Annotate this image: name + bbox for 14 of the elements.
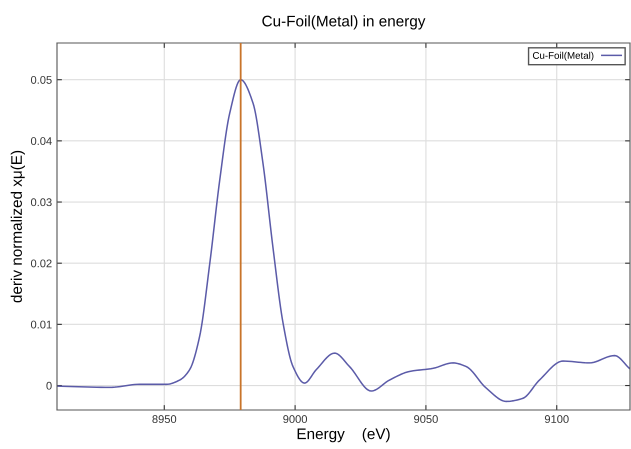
legend-label: Cu-Foil(Metal) (532, 52, 594, 61)
chart-title: Cu-Foil(Metal) in energy (262, 15, 426, 30)
x-tick-label: 9100 (544, 415, 569, 424)
y-tick-label: 0.01 (30, 320, 52, 328)
y-tick-label: 0 (46, 382, 52, 390)
y-tick-label: 0.03 (30, 198, 52, 206)
y-axis-title: deriv normalized xμ(E) (10, 150, 25, 302)
x-axis-title: Energy (eV) (298, 428, 390, 442)
x-tick-label: 9000 (283, 415, 308, 424)
x-tick-label: 8950 (152, 415, 176, 424)
x-tick-label: 9050 (414, 415, 438, 424)
y-tick-label: 0.02 (30, 259, 52, 268)
y-tick-label: 0.05 (30, 76, 52, 84)
y-tick-label: 0.04 (30, 137, 52, 145)
